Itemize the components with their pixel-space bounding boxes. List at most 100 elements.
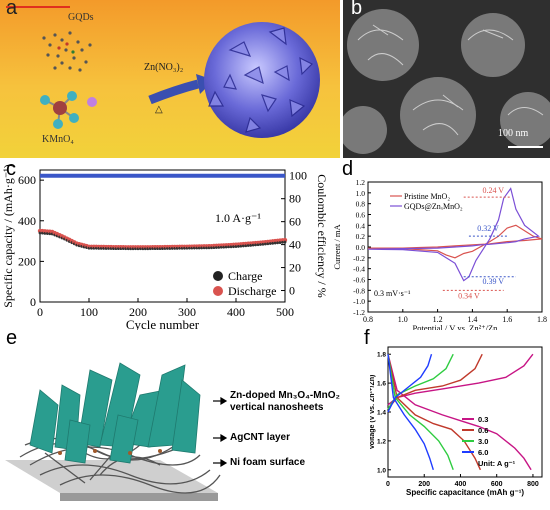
y-tick-label: 0.4 [356,221,366,230]
panel-e-label: e [6,327,18,349]
legend-gqds-label: GQDs@ZnₓMnO₂ [404,202,463,211]
discharge-point [282,237,288,243]
sem-image [339,0,550,158]
charge-point [266,242,270,246]
x-tick-label: 1.4 [467,315,477,324]
gcd-discharge-curve [387,354,532,471]
gcd-discharge-curve [387,354,434,471]
panel-d: 0.8 1.0 1.2 1.4 1.6 1.8 1.2 1.0 0.8 0.6 0.4 0.2 0.0 -… [330,158,550,333]
cv-series-line [367,187,540,282]
annotation-label: 0.32 V [477,224,499,233]
x-tick-label: 200 [418,481,430,488]
plot-frame [39,169,286,303]
charge-point [261,242,265,246]
reagent-label: Zn(NO₃)₂ [144,62,184,73]
layer-schematic [5,362,228,501]
y2-tick-label: 0 [289,284,295,298]
kmno4-molecule [40,91,97,129]
rate-label: 1.0 A·g⁻¹ [215,211,261,225]
y2-tick-label: 60 [289,215,301,229]
x-tick-label: 500 [276,305,294,319]
y-tick-label: 0.2 [356,232,366,241]
x-axis-label: Cycle number [126,317,200,330]
charge-point [283,240,287,244]
y-tick-label: 1.2 [356,178,366,187]
panel-d-label: d [342,158,354,180]
y-tick-label: 1.8 [377,352,386,359]
y-tick-label: -1.2 [353,308,365,317]
charge-point [273,241,277,245]
annotation-label: 0.34 V [458,291,480,300]
y-axis-label: Specific capacity / (mAh·g⁻¹) [1,164,15,308]
cycling-chart: 0 100 200 300 400 500 0 200 400 600 0 20 40 60 80 100 Cy… [1,164,329,332]
panel-c: 0 100 200 300 400 500 0 200 400 600 0 20 40 60 80 100 Cy… [0,158,330,332]
y2-tick-label: 80 [289,192,301,206]
panel-f-label: f [364,327,370,349]
unit-label: Unit: A g⁻¹ [478,459,516,468]
x-tick-label: 1.2 [433,315,443,324]
layer-label-nanosheets: Zn-doped Mn₃O₄-MnO₂ vertical nanosheets [230,390,340,413]
scale-bar-label: 100 nm [498,128,529,139]
y-tick-label: 200 [18,254,36,268]
layer-label-nifoam: Ni foam surface [230,457,306,468]
charge-point [278,241,282,244]
scan-rate-label: 0.3 mV·s⁻¹ [374,289,411,298]
legend-pristine-label: Pristine MnO₂ [404,192,450,201]
x-tick-label: 400 [227,305,245,319]
y-tick-label: 1.4 [377,410,386,417]
y2-tick-label: 20 [289,261,301,275]
x-tick-label: 0.8 [363,315,373,324]
cv-series-line [367,224,543,259]
x-axis-label: Potential / V vs. Zn²⁺/Zn [413,323,499,330]
gcd-charge-curve [387,353,483,410]
x-tick-label: 1.0 [398,315,408,324]
y-tick-label: -1.0 [353,297,365,306]
legend-label: 0.6 [478,426,488,435]
legend-discharge-marker [213,286,223,296]
nanoflower-image [204,22,320,138]
legend-charge-label: Charge [228,269,262,283]
annotation-label: 0.24 V [482,186,504,195]
y-tick-label: 1.6 [377,381,386,388]
y-tick-label: 1.2 [377,438,386,445]
panel-a-label: a [6,0,18,19]
cv-chart: 0.8 1.0 1.2 1.4 1.6 1.8 1.2 1.0 0.8 0.60.4 0.2 0.0 -… [332,178,547,333]
y-tick-label: -0.6 [353,276,365,285]
charge-point [276,241,280,245]
x-tick-label: 0 [386,481,390,488]
x-tick-label: 300 [178,305,196,319]
panel-c-label: c [6,158,16,180]
panel-b-label: b [351,0,363,19]
y-tick-label: 0.8 [356,200,366,209]
x-tick-label: 1.6 [502,315,512,324]
x-tick-label: 600 [491,481,503,488]
y-tick-label: 1.0 [377,467,386,474]
kmno4-label: KMnO₄ [42,134,74,145]
x-tick-label: 400 [455,481,467,488]
heat-symbol: △ [155,104,163,115]
y2-axis-label: Coulombic efficiency / % [315,174,329,297]
charge-point [268,242,272,245]
gqds-label: GQDs [68,12,94,23]
x-axis-label: Specific capacitance (mAh g⁻¹) [406,488,524,497]
y-tick-label: 400 [18,214,36,228]
charge-point [264,242,267,246]
charge-point [281,240,284,244]
nanosheets [29,362,201,464]
gcd-charge-curve [387,353,433,413]
panel-a: a GQDs KMnO₄ Zn(NO₃)₂ △ [0,0,340,158]
panel-f: 0 200 400 600 800 1.0 1.2 1.4 1.6 1.8 Specific cap… [364,327,550,505]
legend-label: 3.0 [478,437,488,446]
legend-charge-marker [213,271,223,281]
x-tick-label: 0 [37,305,43,319]
panel-e: e Zn-doped Mn₃O₄-MnO₂ vertical nanosheet… [0,327,368,505]
panel-b: b 100 nm [339,0,550,158]
layer-label-agcnt: AgCNT layer [230,432,291,443]
y-axis-label: Current / mA [332,223,342,269]
plot-frame [387,346,543,478]
y-axis-label: Voltage (V vs. Zn²⁺/Zn) [370,375,376,450]
y-tick-label: -0.8 [353,286,365,295]
x-tick-label: 800 [527,481,539,488]
x-tick-label: 1.8 [537,315,547,324]
gqd-particles [42,31,92,72]
